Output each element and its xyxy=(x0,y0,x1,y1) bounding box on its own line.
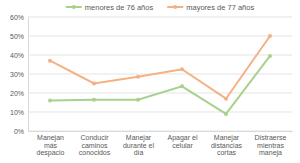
x-tick: Manejanmásdespacio xyxy=(36,131,64,157)
chart: 0% 10% 20% 30% 40% 50% 60% Manejanmásdespacio Co… xyxy=(0,0,300,163)
y-tick: 40% xyxy=(10,52,28,59)
y-tick: 20% xyxy=(10,90,28,97)
x-tick: Conducircaminosconocidos xyxy=(79,131,111,156)
x-tick-label: Manejanmásdespacio xyxy=(36,134,64,157)
y-axis: 0% 10% 20% 30% 40% 50% 60% xyxy=(10,14,29,135)
x-tick: Distraersemientrasmaneja xyxy=(255,131,287,157)
x-tick-label: Apagar elcelular xyxy=(168,134,198,149)
grid-line xyxy=(28,17,292,18)
y-tick: 30% xyxy=(10,71,28,78)
series-line xyxy=(50,36,270,99)
grid-line xyxy=(28,131,292,132)
legend-label: menores de 76 años xyxy=(85,3,154,12)
x-tick-label: Manejardistanciascortas xyxy=(211,134,243,156)
series-point xyxy=(48,99,52,103)
y-tick: 60% xyxy=(10,14,28,21)
legend-swatch xyxy=(167,6,183,8)
y-tick-label: 10% xyxy=(10,109,24,116)
series-point xyxy=(224,112,228,116)
legend-item: mayores de 77 años xyxy=(167,3,254,12)
x-tick: Apagar elcelular xyxy=(168,131,198,149)
series-group xyxy=(48,34,272,116)
series-point xyxy=(136,75,140,79)
x-tick-label: Distraersemientrasmaneja xyxy=(255,134,287,157)
series-point xyxy=(268,34,272,38)
legend-marker xyxy=(72,5,76,9)
x-tick: Manejardurante eldía xyxy=(123,131,155,156)
series-point xyxy=(180,84,184,88)
legend-label: mayores de 77 años xyxy=(186,3,254,12)
series-point xyxy=(92,98,96,102)
grid-line xyxy=(28,55,292,56)
legend-item: menores de 76 años xyxy=(66,3,154,12)
y-tick-label: 60% xyxy=(10,14,24,21)
legend: menores de 76 años mayores de 77 años xyxy=(66,3,255,12)
y-tick: 10% xyxy=(10,109,28,116)
series-point xyxy=(180,67,184,71)
grid-line xyxy=(28,36,292,37)
series-line xyxy=(50,56,270,114)
y-tick-label: 50% xyxy=(10,33,24,40)
y-tick-label: 40% xyxy=(10,52,24,59)
y-tick: 50% xyxy=(10,33,28,40)
x-tick: Manejardistanciascortas xyxy=(211,131,243,156)
series-point xyxy=(48,59,52,63)
y-tick-label: 20% xyxy=(10,90,24,97)
y-tick-label: 0% xyxy=(14,128,24,135)
x-tick-label: Manejardurante eldía xyxy=(123,134,155,156)
grid xyxy=(28,17,292,131)
series-point xyxy=(92,82,96,86)
grid-line xyxy=(28,112,292,113)
y-tick: 0% xyxy=(14,128,28,135)
plot: 0% 10% 20% 30% 40% 50% 60% Manejanmásdespacio Co… xyxy=(10,14,293,158)
x-axis: Manejanmásdespacio Conducircaminosconocid… xyxy=(29,131,293,157)
y-tick-label: 30% xyxy=(10,71,24,78)
y-axis-line xyxy=(28,18,29,132)
legend-marker xyxy=(173,5,177,9)
x-axis-line xyxy=(29,131,293,132)
x-tick-label: Conducircaminosconocidos xyxy=(79,134,111,156)
legend-swatch xyxy=(66,6,82,8)
series-point xyxy=(268,54,272,58)
series-point xyxy=(136,98,140,102)
series-point xyxy=(224,97,228,101)
